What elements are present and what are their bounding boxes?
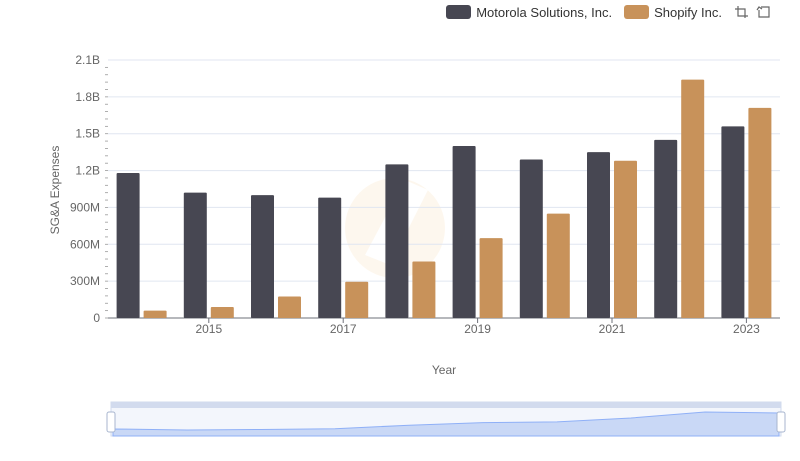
bar-motorola-2019[interactable] <box>452 146 476 318</box>
bar-motorola-2017[interactable] <box>318 197 342 318</box>
x-tick-label: 2021 <box>599 322 626 336</box>
bar-shopify-2018[interactable] <box>412 261 436 318</box>
bar-shopify-2022[interactable] <box>681 79 705 319</box>
x-tick-label: 2023 <box>733 322 760 336</box>
x-tick-label: 2017 <box>330 322 357 336</box>
bar-shopify-2016[interactable] <box>278 296 301 319</box>
bar-motorola-2023[interactable] <box>721 126 745 318</box>
toolbox <box>734 4 772 20</box>
legend: Motorola Solutions, Inc. Shopify Inc. <box>446 4 772 20</box>
legend-label-motorola: Motorola Solutions, Inc. <box>476 4 613 20</box>
legend-swatch-motorola <box>446 5 472 19</box>
bars <box>116 79 772 319</box>
bar-shopify-2021[interactable] <box>614 160 637 318</box>
bar-motorola-2018[interactable] <box>385 164 409 318</box>
bar-shopify-2020[interactable] <box>546 213 570 318</box>
bar-shopify-2023[interactable] <box>748 107 772 319</box>
y-tick-label: 600M <box>70 237 100 251</box>
y-tick-label: 1.8B <box>75 90 100 104</box>
legend-swatch-shopify <box>624 5 650 19</box>
bar-motorola-2016[interactable] <box>251 195 274 318</box>
slider-handle-left[interactable] <box>106 411 116 433</box>
x-tick-label: 2019 <box>464 322 491 336</box>
bar-shopify-2014[interactable] <box>143 310 167 318</box>
x-axis-title: Year <box>432 363 456 377</box>
y-tick-label: 2.1B <box>75 53 100 67</box>
bar-shopify-2017[interactable] <box>345 281 369 318</box>
bar-motorola-2014[interactable] <box>116 173 140 318</box>
y-tick-label: 1.2B <box>75 164 100 178</box>
y-tick-label: 900M <box>70 200 100 214</box>
bar-shopify-2019[interactable] <box>479 238 503 318</box>
bar-motorola-2020[interactable] <box>519 159 543 318</box>
data-zoom-slider[interactable] <box>106 401 786 437</box>
legend-label-shopify: Shopify Inc. <box>654 4 722 20</box>
y-tick-label: 0 <box>93 311 100 325</box>
y-tick-label: 1.5B <box>75 127 100 141</box>
x-tick-label: 2015 <box>195 322 222 336</box>
restore-icon[interactable] <box>756 4 772 20</box>
y-axis: 0 300M 600M 900M 1.2B 1.5B 1.8B 2.1B <box>70 53 108 325</box>
bar-motorola-2015[interactable] <box>183 192 207 318</box>
slider-top-bar[interactable] <box>111 402 781 408</box>
slider-handle-right[interactable] <box>776 411 786 433</box>
zoom-icon[interactable] <box>734 4 750 20</box>
x-axis: 2015 2017 2019 2021 2023 <box>108 317 780 336</box>
legend-item-shopify[interactable]: Shopify Inc. <box>624 5 722 20</box>
legend-item-motorola[interactable]: Motorola Solutions, Inc. <box>446 5 612 20</box>
bar-shopify-2015[interactable] <box>210 306 234 318</box>
grid-lines <box>108 59 780 319</box>
y-axis-title: SG&A Expenses <box>48 146 62 235</box>
bar-motorola-2021[interactable] <box>587 152 610 318</box>
y-tick-label: 300M <box>70 274 100 288</box>
bar-motorola-2022[interactable] <box>654 139 678 318</box>
slider-preview-area <box>112 411 780 437</box>
